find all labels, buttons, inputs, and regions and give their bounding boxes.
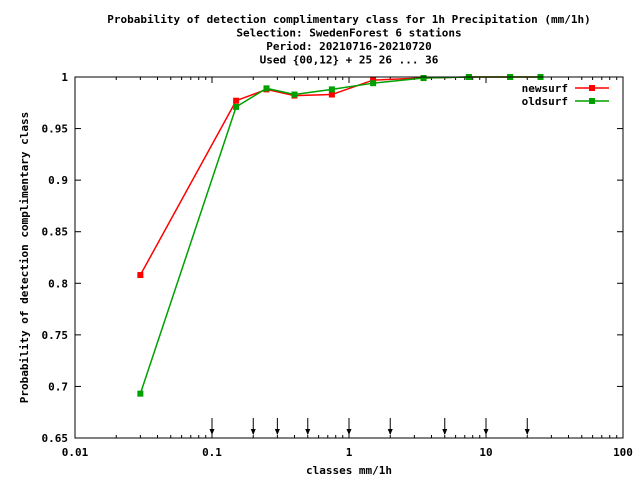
- x-tick-label: 100: [613, 446, 633, 459]
- class-marker-arrow: [524, 429, 530, 435]
- chart-title-line: Probability of detection complimentary c…: [107, 13, 590, 26]
- legend-marker-newsurf: [589, 85, 595, 91]
- data-point-oldsurf: [263, 85, 270, 92]
- data-point-oldsurf: [291, 91, 298, 98]
- plot-frame: [74, 76, 624, 439]
- y-tick-label: 0.85: [42, 226, 69, 239]
- class-marker-arrow: [274, 429, 280, 435]
- class-marker-arrow: [209, 429, 215, 435]
- y-tick-label: 0.8: [48, 277, 68, 290]
- class-marker-arrow: [346, 429, 352, 435]
- x-tick-label: 0.01: [62, 446, 89, 459]
- chart-title: Probability of detection complimentary c…: [107, 13, 590, 67]
- chart-title-line: Period: 20210716-20210720: [266, 40, 432, 53]
- y-tick-label: 0.9: [48, 174, 68, 187]
- data-point-oldsurf: [420, 75, 427, 82]
- data-point-oldsurf: [137, 390, 144, 397]
- series-line-newsurf: [139, 76, 541, 276]
- class-marker-arrow: [442, 429, 448, 435]
- class-markers: [209, 418, 530, 435]
- chart-title-line: Selection: SwedenForest 6 stations: [236, 27, 461, 40]
- legend-label-oldsurf: oldsurf: [522, 95, 568, 108]
- x-tick-label: 0.1: [202, 446, 222, 459]
- x-axis-label: classes mm/1h: [306, 464, 392, 477]
- y-tick-label: 0.75: [42, 329, 69, 342]
- x-axis-ticks: 0.01 0.1 1 10 100: [62, 77, 633, 459]
- data-point-oldsurf: [328, 86, 335, 93]
- y-axis-ticks: 0.65 0.7 0.75 0.8 0.85 0.9 0.95 1: [42, 71, 623, 445]
- data-point-newsurf: [137, 272, 144, 279]
- legend-label-newsurf: newsurf: [522, 82, 568, 95]
- x-tick-label: 10: [479, 446, 492, 459]
- y-tick-label: 0.7: [48, 380, 68, 393]
- class-marker-arrow: [483, 429, 489, 435]
- data-point-newsurf: [328, 91, 335, 98]
- series-line-oldsurf: [139, 76, 541, 394]
- class-marker-arrow: [250, 429, 256, 435]
- chart-title-line: Used {00,12} + 25 26 ... 36: [260, 54, 439, 67]
- legend-marker-oldsurf: [589, 98, 595, 104]
- y-tick-label: 0.65: [42, 432, 69, 445]
- y-axis-label: Probability of detection complimentary c…: [18, 112, 31, 403]
- data-point-newsurf: [233, 97, 240, 104]
- data-point-newsurf: [370, 77, 377, 84]
- data-point-oldsurf: [370, 80, 377, 87]
- class-marker-arrow: [305, 429, 311, 435]
- y-tick-label: 0.95: [42, 123, 69, 136]
- x-tick-label: 1: [346, 446, 353, 459]
- series-group: [137, 74, 544, 397]
- data-point-oldsurf: [233, 103, 240, 110]
- y-tick-label: 1: [61, 71, 68, 84]
- class-marker-arrow: [387, 429, 393, 435]
